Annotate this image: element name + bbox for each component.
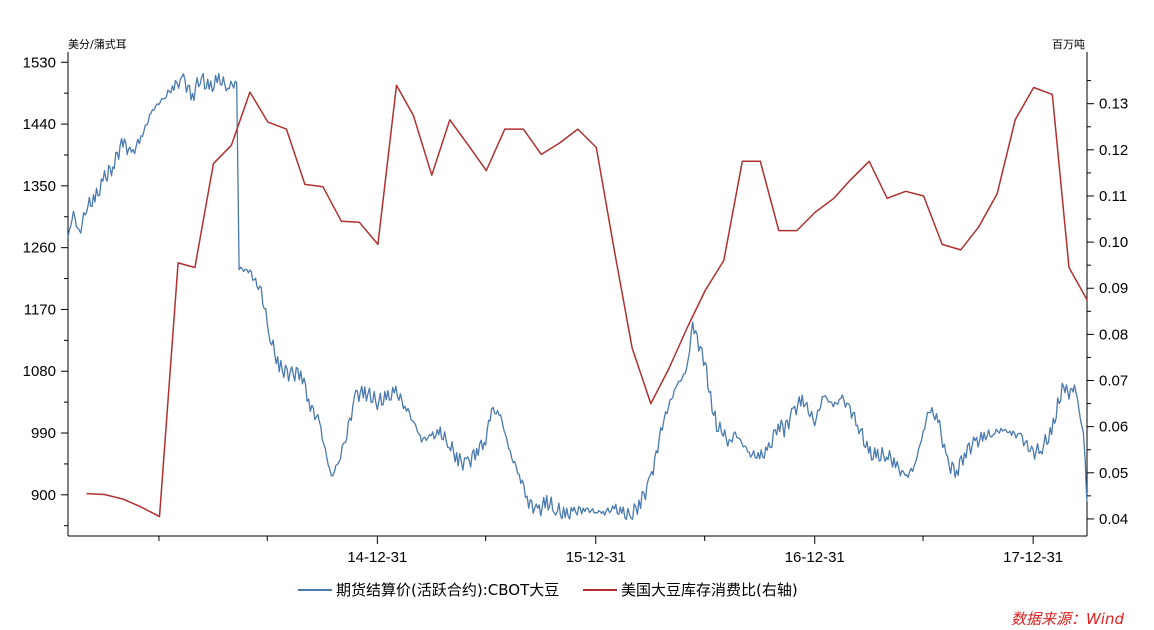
- series-layer: [67, 72, 1088, 521]
- x-tick-label: 15-12-31: [566, 549, 626, 566]
- axes: [67, 52, 1088, 537]
- right-tick-label: 0.13: [1099, 96, 1128, 113]
- series-line-ratio: [86, 84, 1088, 518]
- legend-label-futures: 期货结算价(活跃合约):CBOT大豆: [336, 581, 559, 599]
- right-tick-label: 0.07: [1099, 373, 1128, 390]
- x-tick-label: 16-12-31: [785, 549, 845, 566]
- legend-label-ratio: 美国大豆库存消费比(右轴): [621, 581, 798, 599]
- left-axis-ticks: 900 990 1080 1170 1260 1350 1440 1530: [23, 54, 68, 527]
- legend: 期货结算价(活跃合约):CBOT大豆 美国大豆库存消费比(右轴): [298, 581, 798, 599]
- left-tick-label: 1170: [24, 301, 56, 318]
- left-axis-unit: 美分/蒲式耳: [68, 37, 127, 51]
- left-tick-label: 1440: [23, 116, 56, 133]
- right-axis-unit: 百万吨: [1052, 38, 1085, 51]
- left-tick-label: 1350: [23, 178, 56, 195]
- left-tick-label: 1530: [23, 54, 56, 71]
- left-tick-label: 990: [31, 425, 56, 442]
- left-tick-label: 900: [31, 487, 56, 504]
- series-line-futures: [67, 72, 1088, 521]
- left-tick-label: 1080: [23, 363, 56, 380]
- data-source: 数据来源：Wind: [1011, 610, 1125, 628]
- x-axis-ticks: 14-12-31 15-12-31 16-12-31 17-12-31: [158, 536, 1063, 566]
- right-tick-label: 0.06: [1099, 419, 1128, 436]
- right-tick-label: 0.08: [1099, 326, 1128, 343]
- right-axis-ticks: 0.04 0.05 0.06 0.07 0.08 0.09 0.10 0.11 0.12 0.13: [1087, 80, 1128, 528]
- x-tick-label: 14-12-31: [347, 549, 407, 566]
- left-tick-label: 1260: [23, 240, 56, 257]
- right-tick-label: 0.05: [1099, 465, 1128, 482]
- right-tick-label: 0.10: [1099, 234, 1128, 251]
- right-tick-label: 0.04: [1099, 511, 1128, 528]
- right-tick-label: 0.12: [1099, 142, 1128, 159]
- right-tick-label: 0.11: [1099, 188, 1127, 205]
- right-tick-label: 0.09: [1099, 280, 1128, 297]
- x-tick-label: 17-12-31: [1003, 549, 1063, 566]
